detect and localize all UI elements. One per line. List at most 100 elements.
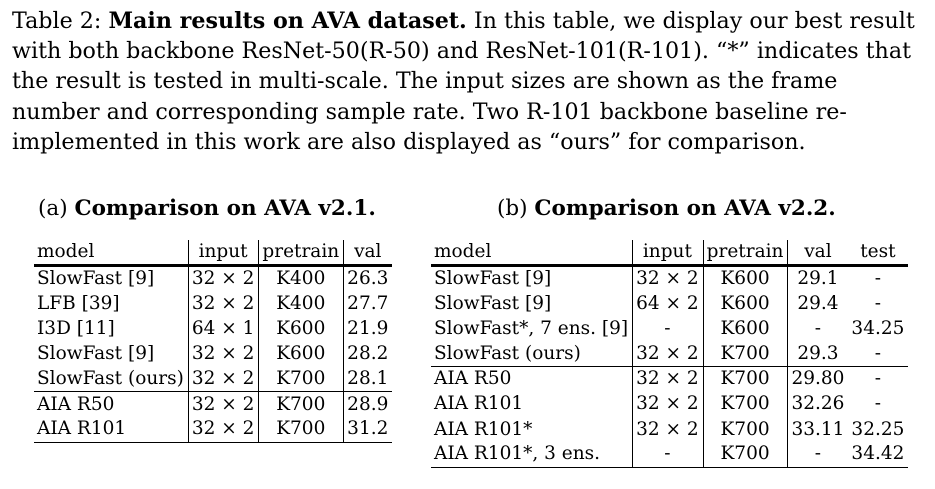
cell-input: 32 × 2	[632, 265, 704, 291]
header-pretrain: pretrain	[702, 240, 788, 267]
cell-test: 34.25	[851, 317, 905, 339]
table-row: SlowFast (ours) 32 × 2 K700 29.3 -	[431, 341, 908, 367]
cell-model: SlowFast [9]	[434, 292, 552, 314]
table-row: AIA R101*, 3 ens. - K700 - 34.42	[431, 442, 909, 468]
cell-test-bold: 32.25	[851, 418, 905, 440]
cell-pretrain: K700	[702, 341, 788, 367]
cell-val: 29.3	[787, 341, 849, 367]
cell-pretrain: K600	[702, 291, 788, 317]
cell-pretrain: K700	[702, 442, 788, 468]
cell-model: SlowFast*, 7 ens. [9]	[434, 317, 629, 339]
cell-model: AIA R101*	[434, 418, 533, 440]
cell-input: -	[632, 442, 704, 468]
cell-input: 64 × 1	[187, 316, 259, 342]
cell-model: AIA R50	[34, 391, 189, 417]
subtable-b-title: (b) Comparison on AVA v2.2.	[497, 196, 836, 222]
cell-pretrain: K700	[702, 366, 788, 392]
cell-input: 32 × 2	[187, 341, 259, 367]
cell-input: -	[632, 316, 704, 342]
cell-val: 21.9	[343, 316, 393, 342]
cell-val-best: 31.2	[343, 416, 393, 443]
cell-test: -	[874, 342, 882, 364]
table-row: AIA R101 32 × 2 K700 32.26 -	[431, 391, 908, 417]
cell-model: AIA R101	[434, 393, 524, 415]
header-val: val	[343, 240, 393, 267]
table-row: SlowFast (ours) 32 × 2 K700 28.1	[34, 366, 393, 392]
header-test: test	[848, 240, 909, 267]
table-row: I3D [11] 64 × 1 K600 21.9	[34, 316, 393, 342]
cell-input: 32 × 2	[187, 391, 259, 417]
cell-test: -	[874, 268, 882, 289]
subtable-b-prefix: (b)	[497, 196, 528, 221]
header-val: val	[787, 240, 849, 267]
table-header-row: model input pretrain val test	[431, 240, 909, 267]
cell-pretrain: K600	[258, 341, 344, 367]
cell-input: 32 × 2	[187, 416, 259, 443]
results-table-ava-v22: model input pretrain val test SlowFast […	[431, 240, 909, 468]
cell-input: 32 × 2	[632, 391, 704, 417]
cell-val: 32.26	[787, 391, 849, 417]
header-pretrain: pretrain	[258, 240, 344, 267]
header-model: model	[431, 240, 633, 267]
cell-model: SlowFast (ours)	[434, 342, 581, 364]
cell-pretrain: K700	[702, 416, 788, 443]
cell-val: 28.2	[343, 341, 393, 367]
cell-pretrain: K600	[702, 316, 788, 342]
table-row: AIA R50 32 × 2 K700 28.9	[34, 391, 393, 417]
cell-test-best: 34.42	[848, 442, 909, 468]
table-row: LFB [39] 32 × 2 K400 27.7	[34, 291, 393, 317]
cell-model: SlowFast [9]	[37, 268, 155, 289]
cell-test: -	[848, 366, 909, 392]
table-caption: Table 2: Main results on AVA dataset. In…	[12, 6, 930, 157]
cell-pretrain: K400	[258, 291, 344, 317]
results-table-ava-v21: model input pretrain val SlowFast [9] 32…	[34, 240, 393, 443]
cell-model: I3D [11]	[37, 317, 115, 339]
cell-test: -	[874, 393, 882, 415]
caption-label: Table 2:	[12, 8, 102, 34]
table-header-row: model input pretrain val	[34, 240, 393, 267]
table-row: SlowFast [9] 64 × 2 K600 29.4 -	[431, 291, 908, 317]
cell-pretrain: K600	[258, 316, 344, 342]
cell-model: LFB [39]	[37, 292, 120, 314]
cell-input: 64 × 2	[632, 291, 704, 317]
cell-input: 32 × 2	[187, 366, 259, 392]
cell-input: 32 × 2	[632, 341, 704, 367]
cell-input: 32 × 2	[187, 265, 259, 291]
cell-model: AIA R50	[431, 366, 633, 392]
table-row: SlowFast*, 7 ens. [9] - K600 - 34.25	[431, 316, 908, 342]
cell-val: 29.1	[787, 265, 849, 291]
cell-pretrain: K700	[258, 391, 344, 417]
cell-val: 27.7	[343, 291, 393, 317]
cell-model: AIA R101	[34, 416, 189, 443]
cell-val: 26.3	[343, 265, 393, 291]
cell-val: -	[787, 316, 849, 342]
cell-val: 28.9	[343, 391, 393, 417]
cell-val: 29.80	[787, 366, 849, 392]
cell-val: -	[787, 442, 849, 468]
cell-pretrain: K700	[702, 391, 788, 417]
cell-pretrain: K700	[258, 366, 344, 392]
header-input: input	[187, 240, 259, 267]
cell-pretrain: K700	[258, 416, 344, 443]
table-row: AIA R50 32 × 2 K700 29.80 -	[431, 366, 909, 392]
cell-model: SlowFast (ours)	[37, 367, 184, 389]
cell-val-best: 33.11	[787, 416, 849, 443]
table-row: SlowFast [9] 32 × 2 K400 26.3	[34, 265, 393, 291]
header-model: model	[34, 240, 189, 267]
subtable-a-title: (a) Comparison on AVA v2.1.	[38, 196, 376, 222]
table-row: AIA R101* 32 × 2 K700 33.11 32.25	[431, 416, 908, 443]
cell-input: 32 × 2	[632, 366, 704, 392]
cell-val: 28.1	[343, 366, 393, 392]
cell-model: AIA R101*, 3 ens.	[431, 442, 633, 468]
cell-model: SlowFast [9]	[434, 268, 552, 289]
cell-pretrain: K400	[258, 265, 344, 291]
table-row: SlowFast [9] 32 × 2 K600 28.2	[34, 341, 393, 367]
cell-pretrain: K600	[702, 265, 788, 291]
caption-text: In this table, we display our best resul…	[12, 8, 915, 155]
subtable-a-prefix: (a)	[38, 196, 68, 221]
caption-title: Main results on AVA dataset.	[108, 8, 467, 34]
cell-model: SlowFast [9]	[37, 342, 155, 364]
cell-val: 29.4	[787, 291, 849, 317]
cell-input: 32 × 2	[632, 416, 704, 443]
table-row: SlowFast [9] 32 × 2 K600 29.1 -	[431, 265, 908, 291]
